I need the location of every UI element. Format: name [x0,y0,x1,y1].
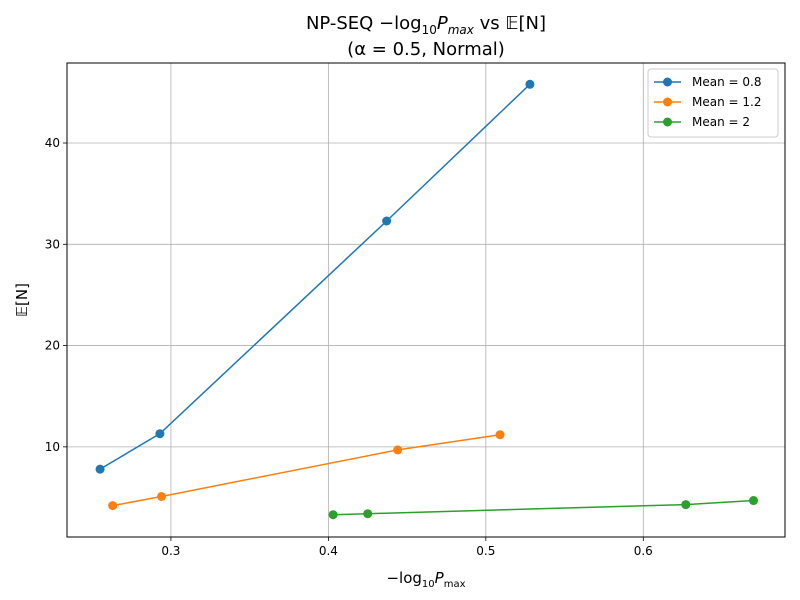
legend-item: Mean = 0.8 [654,75,761,89]
x-tick-label: 0.5 [476,544,495,558]
x-tick-label: 0.3 [161,544,180,558]
data-point [495,430,505,440]
legend-marker [663,77,672,87]
data-point [382,216,392,226]
data-point [749,496,759,506]
data-point [155,429,165,439]
legend-marker [663,97,672,107]
legend-marker [663,117,672,127]
series-line [99,83,531,470]
x-tick-label: 0.6 [634,544,653,558]
legend: Mean = 0.8 Mean = 1.2 Mean = 2 [647,68,779,138]
data-point [363,509,373,519]
y-tick-label: 30 [45,237,60,251]
data-point [156,491,166,501]
legend-label: Mean = 1.2 [692,95,761,109]
series-line [333,499,754,516]
legend-box [647,68,779,138]
chart-subtitle: (α = 0.5, Normal) [347,39,505,60]
series-1 [95,79,535,474]
legend-label: Mean = 0.8 [692,75,761,89]
legend-item: Mean = 2 [654,115,750,129]
x-axis-title: −log10Pmax [386,569,465,590]
y-axis-title: 𝔼[N] [13,283,31,317]
data-point [108,501,118,511]
chart-title: NP-SEQ −log10Pmax vs 𝔼[N] [306,13,546,37]
data-point [95,464,105,474]
legend-item: Mean = 1.2 [654,95,761,109]
series-3 [328,496,759,520]
series-line [112,433,501,507]
data-point [525,79,535,89]
series-2 [108,430,505,511]
y-tick-label: 10 [45,440,60,454]
plot-area-frame [66,62,786,538]
series-group [95,79,759,520]
y-tick-label: 20 [45,339,60,353]
data-point [393,445,403,455]
legend-label: Mean = 2 [692,115,750,129]
data-point [328,510,338,520]
y-tick-label: 40 [45,136,60,150]
data-point [681,500,691,510]
grid: 0.3 0.4 0.5 0.6 10 20 30 40 [45,63,785,558]
x-tick-label: 0.4 [319,544,338,558]
